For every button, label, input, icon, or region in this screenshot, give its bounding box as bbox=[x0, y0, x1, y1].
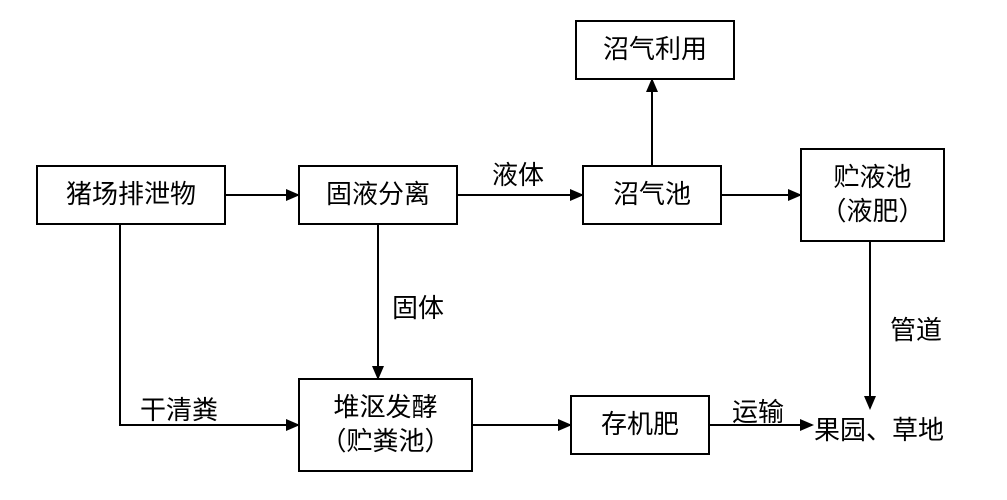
node-n_separation: 固液分离 bbox=[298, 165, 458, 225]
node-n_liquid_tank: 贮液池 （液肥） bbox=[800, 148, 945, 242]
node-n_waste: 猪场排泄物 bbox=[36, 165, 226, 225]
node-n_biogas_use: 沼气利用 bbox=[575, 20, 735, 80]
edge-label-n_separation-n_biogas_tank: 液体 bbox=[492, 155, 544, 192]
edge-label-n_waste-n_ferment: 干清粪 bbox=[140, 390, 218, 427]
edge-label-n_liquid_tank-n_orchard: 管道 bbox=[890, 310, 942, 347]
node-n_orchard: 果园、草地 bbox=[814, 410, 984, 446]
node-n_biogas_tank: 沼气池 bbox=[582, 165, 722, 225]
edge-label-n_separation-n_ferment: 固体 bbox=[392, 288, 444, 325]
edge-label-n_manure-n_orchard: 运输 bbox=[732, 392, 784, 429]
node-n_manure: 存机肥 bbox=[570, 395, 710, 455]
node-n_ferment: 堆沤发酵 （贮粪池） bbox=[298, 378, 473, 472]
